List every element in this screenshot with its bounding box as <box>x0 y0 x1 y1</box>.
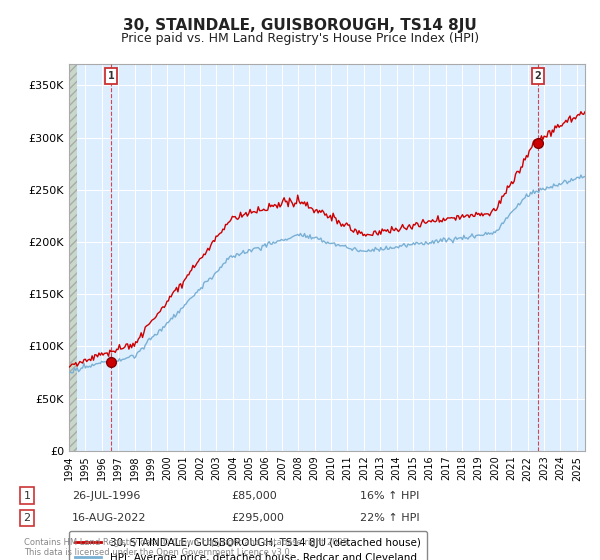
Text: 30, STAINDALE, GUISBOROUGH, TS14 8JU: 30, STAINDALE, GUISBOROUGH, TS14 8JU <box>123 18 477 33</box>
Text: 16-AUG-2022: 16-AUG-2022 <box>72 513 146 523</box>
Text: 1: 1 <box>23 491 31 501</box>
Text: 26-JUL-1996: 26-JUL-1996 <box>72 491 140 501</box>
Text: £85,000: £85,000 <box>231 491 277 501</box>
Bar <box>69 64 77 451</box>
Text: 2: 2 <box>23 513 31 523</box>
Text: Contains HM Land Registry data © Crown copyright and database right 2025.
This d: Contains HM Land Registry data © Crown c… <box>24 538 350 557</box>
Legend: 30, STAINDALE, GUISBOROUGH, TS14 8JU (detached house), HPI: Average price, detac: 30, STAINDALE, GUISBOROUGH, TS14 8JU (de… <box>69 531 427 560</box>
Text: 1: 1 <box>108 71 115 81</box>
Text: £295,000: £295,000 <box>231 513 284 523</box>
Text: 22% ↑ HPI: 22% ↑ HPI <box>360 513 419 523</box>
Text: 16% ↑ HPI: 16% ↑ HPI <box>360 491 419 501</box>
Text: Price paid vs. HM Land Registry's House Price Index (HPI): Price paid vs. HM Land Registry's House … <box>121 32 479 45</box>
Text: 2: 2 <box>535 71 541 81</box>
